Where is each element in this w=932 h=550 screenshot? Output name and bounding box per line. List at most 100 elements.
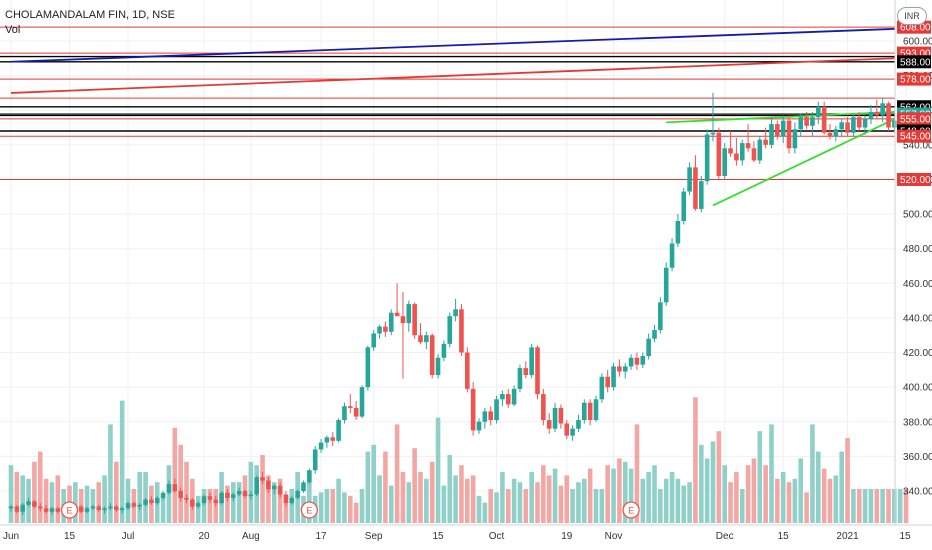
volume-bar <box>318 492 324 523</box>
volume-bar <box>874 489 880 523</box>
volume-bar <box>617 458 622 523</box>
y-tick-label: 460.00 <box>903 279 932 290</box>
y-tick-label: 540.00 <box>903 140 932 151</box>
volume-bar <box>225 485 230 523</box>
volume-bar <box>511 478 517 523</box>
price-badge-bg <box>897 72 931 86</box>
volume-bar <box>570 489 575 523</box>
volume-bar <box>652 465 657 523</box>
volume-bar <box>769 424 774 523</box>
candle-body <box>55 508 61 512</box>
candle-body <box>763 139 768 145</box>
earnings-marker[interactable]: E <box>622 501 640 519</box>
candle-body <box>511 388 517 405</box>
candle-body <box>383 326 388 332</box>
volume-bar <box>8 465 14 523</box>
candle-body <box>699 181 704 209</box>
x-tick-label: 15 <box>899 531 911 542</box>
volume-bar <box>593 489 599 523</box>
volume-bar <box>277 478 283 523</box>
candle-body <box>330 437 336 441</box>
y-tick-label: 420.00 <box>903 348 932 359</box>
price-badge-bg <box>897 129 931 143</box>
time-axis[interactable]: Jun 15 Jul 20 Aug 17 Sep 15 Oct 19 Nov Dec 15 2021 15 <box>3 531 911 542</box>
price-badge-520.00: 520.00 <box>897 172 931 186</box>
volume-bar <box>236 482 242 523</box>
candle-body <box>617 366 622 372</box>
candle-body <box>388 312 394 332</box>
price-candles <box>8 92 909 516</box>
volume-bar <box>377 475 382 523</box>
candle-body <box>301 482 306 491</box>
candle-body <box>739 143 745 161</box>
volume-bar <box>143 472 148 523</box>
candle-body <box>412 304 417 336</box>
candle-body <box>628 357 634 367</box>
volume-bar <box>336 478 341 523</box>
candle-body <box>582 402 587 421</box>
candle-body <box>500 394 505 400</box>
volume-bar <box>880 489 885 523</box>
candle-body <box>394 312 400 317</box>
candle-body <box>775 124 780 137</box>
earnings-letter: E <box>306 506 312 516</box>
x-tick-label: 15 <box>64 531 76 542</box>
volume-bar <box>839 451 844 523</box>
x-tick-label: Oct <box>489 531 505 542</box>
candle-body <box>154 497 160 504</box>
candle-body <box>523 368 529 376</box>
volume-bar <box>383 451 388 523</box>
candle-body <box>505 394 511 405</box>
volume-bar <box>371 444 376 523</box>
volume-bar <box>119 400 125 523</box>
volume-bar <box>576 482 581 523</box>
volume-bar <box>271 482 277 523</box>
candle-body <box>552 407 558 429</box>
volume-bar <box>868 489 874 523</box>
volume-bar <box>406 482 412 523</box>
candle-body <box>248 494 254 497</box>
candle-body <box>880 103 885 116</box>
candle-body <box>108 506 113 509</box>
volume-bar <box>739 489 745 523</box>
earnings-marker[interactable]: E <box>300 501 319 519</box>
candle-body <box>558 407 564 424</box>
price-badge-label: 555.00 <box>900 114 931 125</box>
candle-body <box>201 496 207 504</box>
volume-bar <box>43 478 49 523</box>
price-badge-label: 578.00 <box>900 75 931 86</box>
candle-body <box>845 122 850 133</box>
trendlines[interactable] <box>10 27 896 207</box>
volume-bar <box>851 489 856 523</box>
earnings-marker[interactable]: E <box>60 501 79 519</box>
volume-bar <box>663 478 669 523</box>
volume-bar <box>260 455 265 523</box>
candle-body <box>546 420 552 429</box>
candle-body <box>640 356 646 365</box>
candle-body <box>476 421 482 431</box>
volume-bar <box>184 461 189 523</box>
candle-body <box>541 394 546 421</box>
volume-bar <box>73 482 78 523</box>
price-badge-label: 608.00 <box>900 23 931 34</box>
candle-body <box>131 503 137 507</box>
candle-body <box>336 420 341 441</box>
volume-bar <box>804 492 809 523</box>
volume-bars <box>8 397 909 523</box>
volume-bar <box>856 489 862 523</box>
candle-body <box>862 118 868 128</box>
volume-bar <box>37 451 43 523</box>
currency-button[interactable]: INR <box>897 7 927 25</box>
x-tick-label: 19 <box>561 531 573 542</box>
trendline-green-2 <box>666 111 896 124</box>
volume-bar <box>728 482 733 523</box>
volume-bar <box>102 475 107 523</box>
candle-body <box>804 117 809 126</box>
x-tick-label: Dec <box>716 531 734 542</box>
candle-body <box>119 508 125 511</box>
volume-bar <box>324 489 330 523</box>
candle-body <box>652 330 657 339</box>
volume-bar <box>429 461 435 523</box>
